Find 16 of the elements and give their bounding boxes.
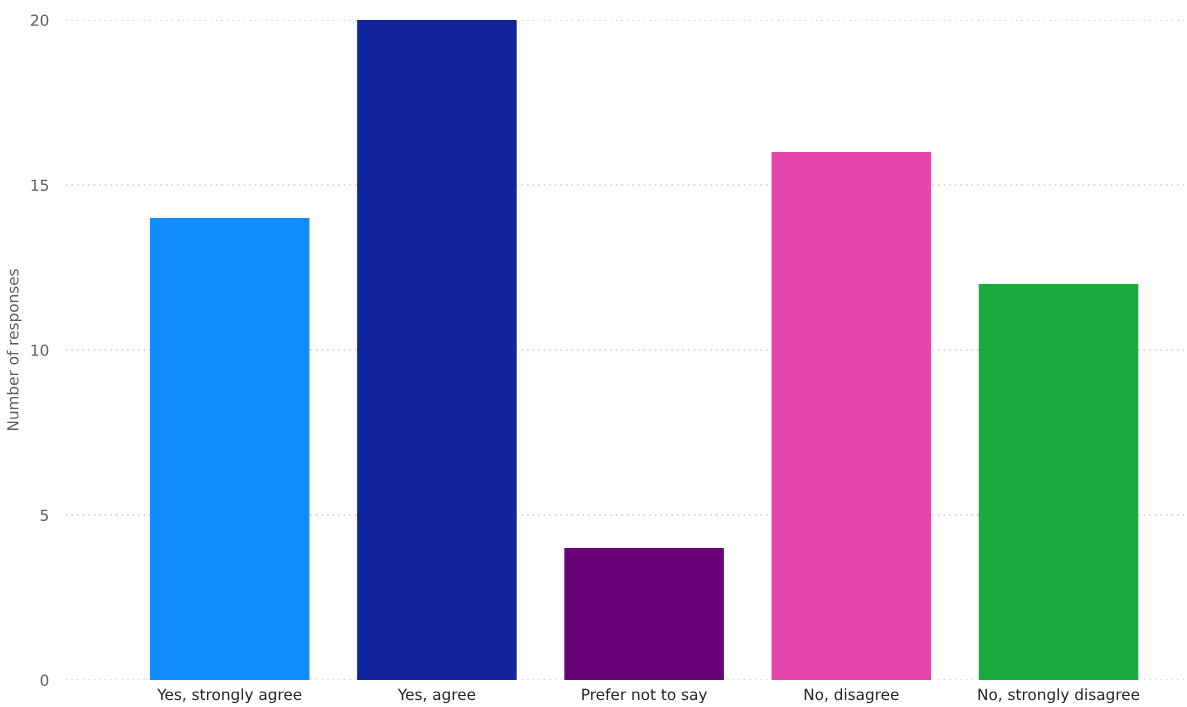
y-tick-label: 0 <box>40 674 49 687</box>
y-axis-title: Number of responses <box>6 269 22 431</box>
x-tick-label: No, strongly disagree <box>978 688 1140 704</box>
bar <box>978 284 1139 680</box>
x-tick-label: Prefer not to say <box>582 688 707 704</box>
x-tick-label: Yes, strongly agree <box>157 688 302 704</box>
bar <box>771 152 932 680</box>
y-tick-label: 5 <box>40 509 48 522</box>
bar <box>357 20 517 680</box>
x-tick-label: Yes, agree <box>397 688 476 704</box>
y-tick-label: 20 <box>31 14 49 27</box>
y-tick-label: 15 <box>31 179 48 192</box>
y-tick-label: 10 <box>31 344 49 357</box>
bar <box>564 548 724 680</box>
x-tick-label: No, disagree <box>804 688 899 704</box>
bar <box>149 218 310 680</box>
